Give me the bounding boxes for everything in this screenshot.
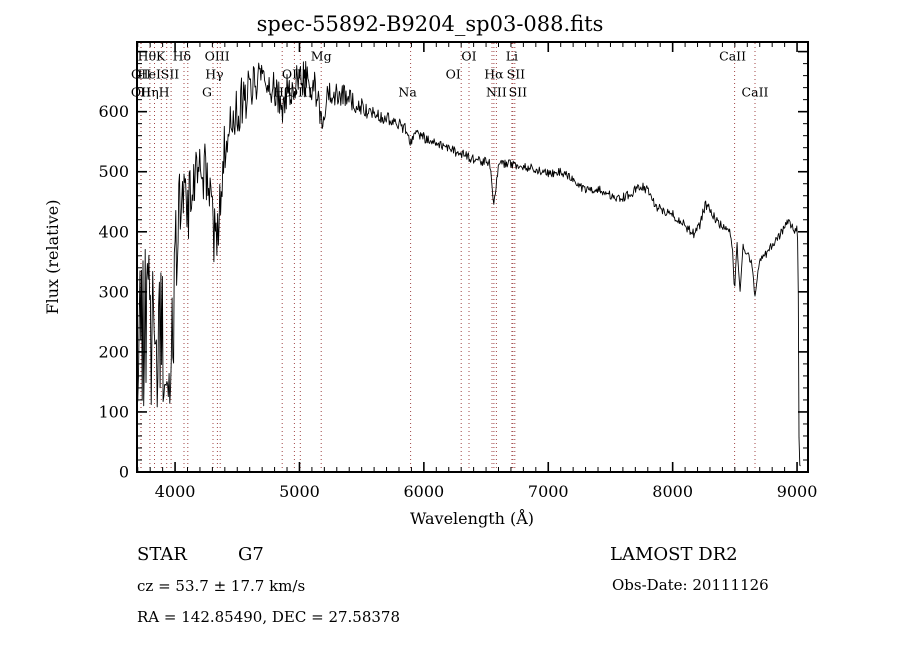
spectral-line-label: SII — [161, 67, 180, 82]
spectral-line-label: Li — [506, 49, 518, 64]
x-tick-label: 8000 — [652, 482, 693, 501]
spectral-line-label: CaII — [742, 85, 769, 100]
y-tick-label: 200 — [98, 342, 129, 361]
chart-generated-layer: OIIOIIHθHηHeIKHSIIHδGHγOIIIHβOIIIOIIIMgN… — [98, 41, 818, 501]
spectral-line-label: NII — [486, 85, 507, 100]
spectral-line-label: OI — [446, 67, 461, 82]
page-title: spec-55892-B9204_sp03-088.fits — [257, 12, 604, 36]
y-axis-label: Flux (relative) — [43, 200, 62, 315]
object-subclass-label: G7 — [238, 544, 264, 565]
y-tick-label: 300 — [98, 282, 129, 301]
ra-dec-value: RA = 142.85490, DEC = 27.58378 — [137, 608, 400, 626]
spectral-line-label: SII — [507, 67, 526, 82]
spectral-line-label: HeI — [138, 67, 161, 82]
spectral-line-label: Hθ — [138, 49, 156, 64]
spectral-line-label: OII — [131, 85, 151, 100]
y-tick-label: 600 — [98, 102, 129, 121]
obs-date-value: Obs-Date: 20111126 — [612, 576, 769, 594]
y-tick-label: 0 — [119, 463, 129, 482]
spectrum-trace — [137, 60, 801, 467]
survey-label: LAMOST DR2 — [610, 544, 738, 565]
spectral-line-label: Na — [398, 85, 417, 100]
y-tick-label: 500 — [98, 162, 129, 181]
spectral-line-label: Hη — [140, 85, 158, 100]
x-tick-label: 7000 — [528, 482, 569, 501]
x-tick-label: 5000 — [279, 482, 320, 501]
spectral-line-label: H — [159, 85, 170, 100]
object-class-label: STAR — [137, 544, 187, 565]
x-axis-label: Wavelength (Å) — [410, 508, 534, 528]
plot-frame — [136, 41, 809, 473]
x-tick-label: 4000 — [155, 482, 196, 501]
spectral-line-label: K — [156, 49, 166, 64]
x-tick-label: 6000 — [404, 482, 445, 501]
spectral-line-label: CaII — [719, 49, 746, 64]
spectral-line-label: SII — [509, 85, 528, 100]
spectral-line-label: OIII — [205, 49, 230, 64]
x-tick-label: 9000 — [777, 482, 818, 501]
spectral-line-label: G — [202, 85, 212, 100]
y-tick-label: 400 — [98, 222, 129, 241]
cz-value: cz = 53.7 ± 17.7 km/s — [137, 577, 305, 595]
spectral-line-label: OI — [461, 49, 476, 64]
spectral-line-label: Hδ — [173, 49, 191, 64]
y-tick-label: 100 — [98, 402, 129, 421]
spectral-line-label: Hγ — [205, 67, 223, 82]
spectral-line-label: Mg — [311, 49, 332, 64]
spectral-line-label: Hα — [484, 67, 504, 82]
